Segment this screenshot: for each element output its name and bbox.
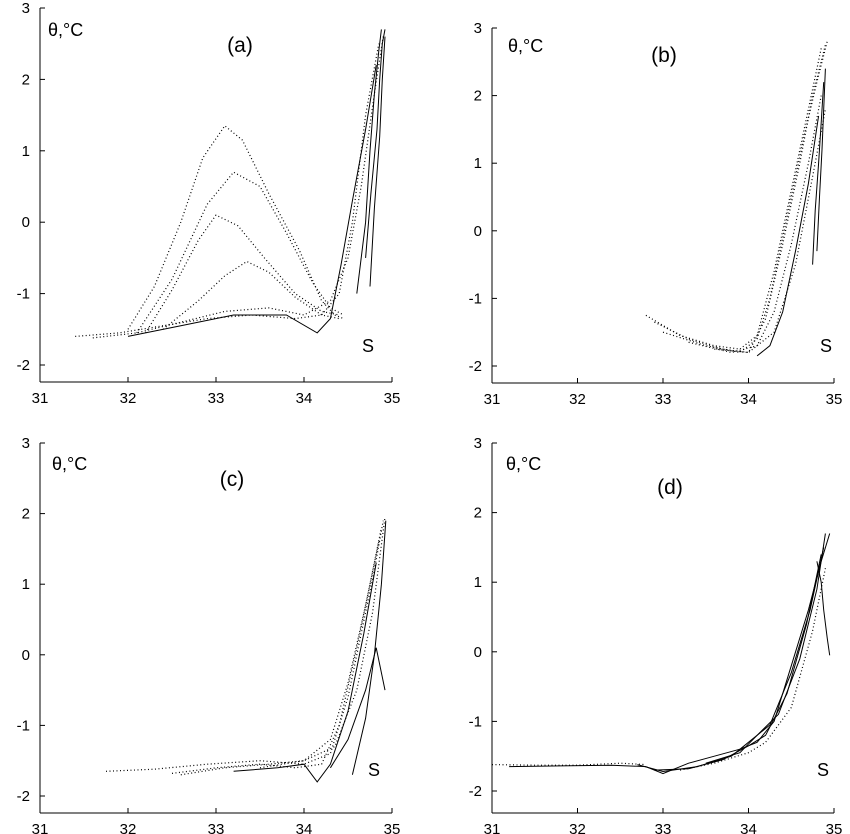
panel-label: (b) xyxy=(651,44,677,67)
y-tick-label: 2 xyxy=(22,506,30,523)
panel-b: -2 -1 0 1 2 3 31 32 33 34 35 θ,°C (b) S xyxy=(469,20,843,408)
x-tick-label: 33 xyxy=(208,821,225,834)
series-line xyxy=(688,95,822,354)
x-tick-label: 35 xyxy=(384,821,401,834)
series-line xyxy=(356,29,382,294)
series-line xyxy=(491,762,646,766)
series-line xyxy=(714,108,826,354)
y-tick-label: 1 xyxy=(22,576,30,593)
y-tick-label: 1 xyxy=(22,143,30,160)
x-axis-title: S xyxy=(368,760,380,780)
y-axis-title: θ,°C xyxy=(48,20,83,40)
y-tick-label: 0 xyxy=(22,214,30,231)
y-tick-label: 1 xyxy=(474,155,482,172)
x-tick-label: 33 xyxy=(208,390,225,407)
series-line xyxy=(136,171,344,334)
y-tick-label: 3 xyxy=(22,435,30,452)
panel-label: (c) xyxy=(220,468,245,491)
x-tick-label: 34 xyxy=(296,390,313,407)
x-tick-label: 33 xyxy=(655,391,672,408)
y-tick-label: 1 xyxy=(474,574,482,591)
x-tick-label: 34 xyxy=(296,821,313,834)
x-tick-label: 32 xyxy=(569,391,586,408)
y-tick-label: 2 xyxy=(474,505,482,522)
x-tick-label: 33 xyxy=(655,821,672,834)
y-tick-label: -1 xyxy=(17,717,30,734)
x-tick-label: 32 xyxy=(120,390,137,407)
series-line xyxy=(92,36,384,339)
y-tick-label: 3 xyxy=(474,435,482,452)
series-line xyxy=(637,547,825,773)
y-tick-label: -2 xyxy=(17,788,30,805)
x-tick-label: 31 xyxy=(32,821,49,834)
x-tick-label: 31 xyxy=(32,390,49,407)
y-tick-label: 3 xyxy=(474,20,482,37)
y-axis-title: θ,°C xyxy=(508,36,543,56)
series-line xyxy=(365,29,386,258)
y-tick-label: 0 xyxy=(474,644,482,661)
series-line xyxy=(369,36,386,287)
series-line xyxy=(756,115,820,357)
x-tick-label: 35 xyxy=(826,821,843,834)
series-line xyxy=(180,541,380,776)
series-line xyxy=(75,43,380,337)
series-line xyxy=(654,44,826,354)
y-axis-title: θ,°C xyxy=(506,454,541,474)
panel-d: -2 -1 0 1 2 3 31 32 33 34 35 θ,°C (d) S xyxy=(469,435,843,834)
series-line xyxy=(145,214,340,334)
y-tick-label: 3 xyxy=(22,0,30,17)
series-line xyxy=(816,68,826,252)
series-line xyxy=(816,561,831,656)
panel-c: -2 -1 0 1 2 3 31 32 33 34 35 θ,°C (c) S xyxy=(17,435,401,834)
x-axis-title: S xyxy=(817,760,829,780)
series-line xyxy=(812,82,825,265)
series-line xyxy=(662,41,828,354)
series-line xyxy=(127,124,344,330)
series-line xyxy=(233,562,377,783)
series-line xyxy=(329,647,386,769)
y-tick-label: 2 xyxy=(474,88,482,105)
y-tick-label: 0 xyxy=(474,223,482,240)
x-axis-title: S xyxy=(820,336,832,356)
x-tick-label: 35 xyxy=(384,390,401,407)
y-tick-label: -2 xyxy=(17,357,30,374)
x-tick-label: 35 xyxy=(826,391,843,408)
series-line xyxy=(162,260,340,330)
x-tick-label: 31 xyxy=(484,821,501,834)
x-tick-label: 32 xyxy=(120,821,137,834)
series-line xyxy=(351,520,387,775)
y-tick-label: -1 xyxy=(469,713,482,730)
series-line xyxy=(105,520,384,772)
series-line xyxy=(654,554,822,771)
series-line xyxy=(171,527,382,774)
series-line xyxy=(509,533,831,775)
x-axis-title: S xyxy=(362,336,374,356)
x-tick-label: 32 xyxy=(569,821,586,834)
x-tick-label: 34 xyxy=(740,391,757,408)
y-tick-label: 2 xyxy=(22,71,30,88)
y-tick-label: -1 xyxy=(469,290,482,307)
y-tick-label: -1 xyxy=(17,286,30,303)
y-tick-label: 0 xyxy=(22,647,30,664)
y-axis-title: θ,°C xyxy=(52,454,87,474)
panel-label: (a) xyxy=(227,34,253,57)
series-line xyxy=(259,517,386,769)
series-line xyxy=(705,533,826,764)
y-tick-label: -2 xyxy=(469,783,482,800)
panel-a: -2 -1 0 1 2 3 31 32 33 34 35 θ,°C (a) S xyxy=(17,0,401,407)
panel-label: (d) xyxy=(657,476,683,499)
x-tick-label: 34 xyxy=(740,821,757,834)
x-tick-label: 31 xyxy=(484,391,501,408)
series-line xyxy=(645,48,822,350)
series-line xyxy=(127,65,377,337)
y-tick-label: -2 xyxy=(469,358,482,375)
